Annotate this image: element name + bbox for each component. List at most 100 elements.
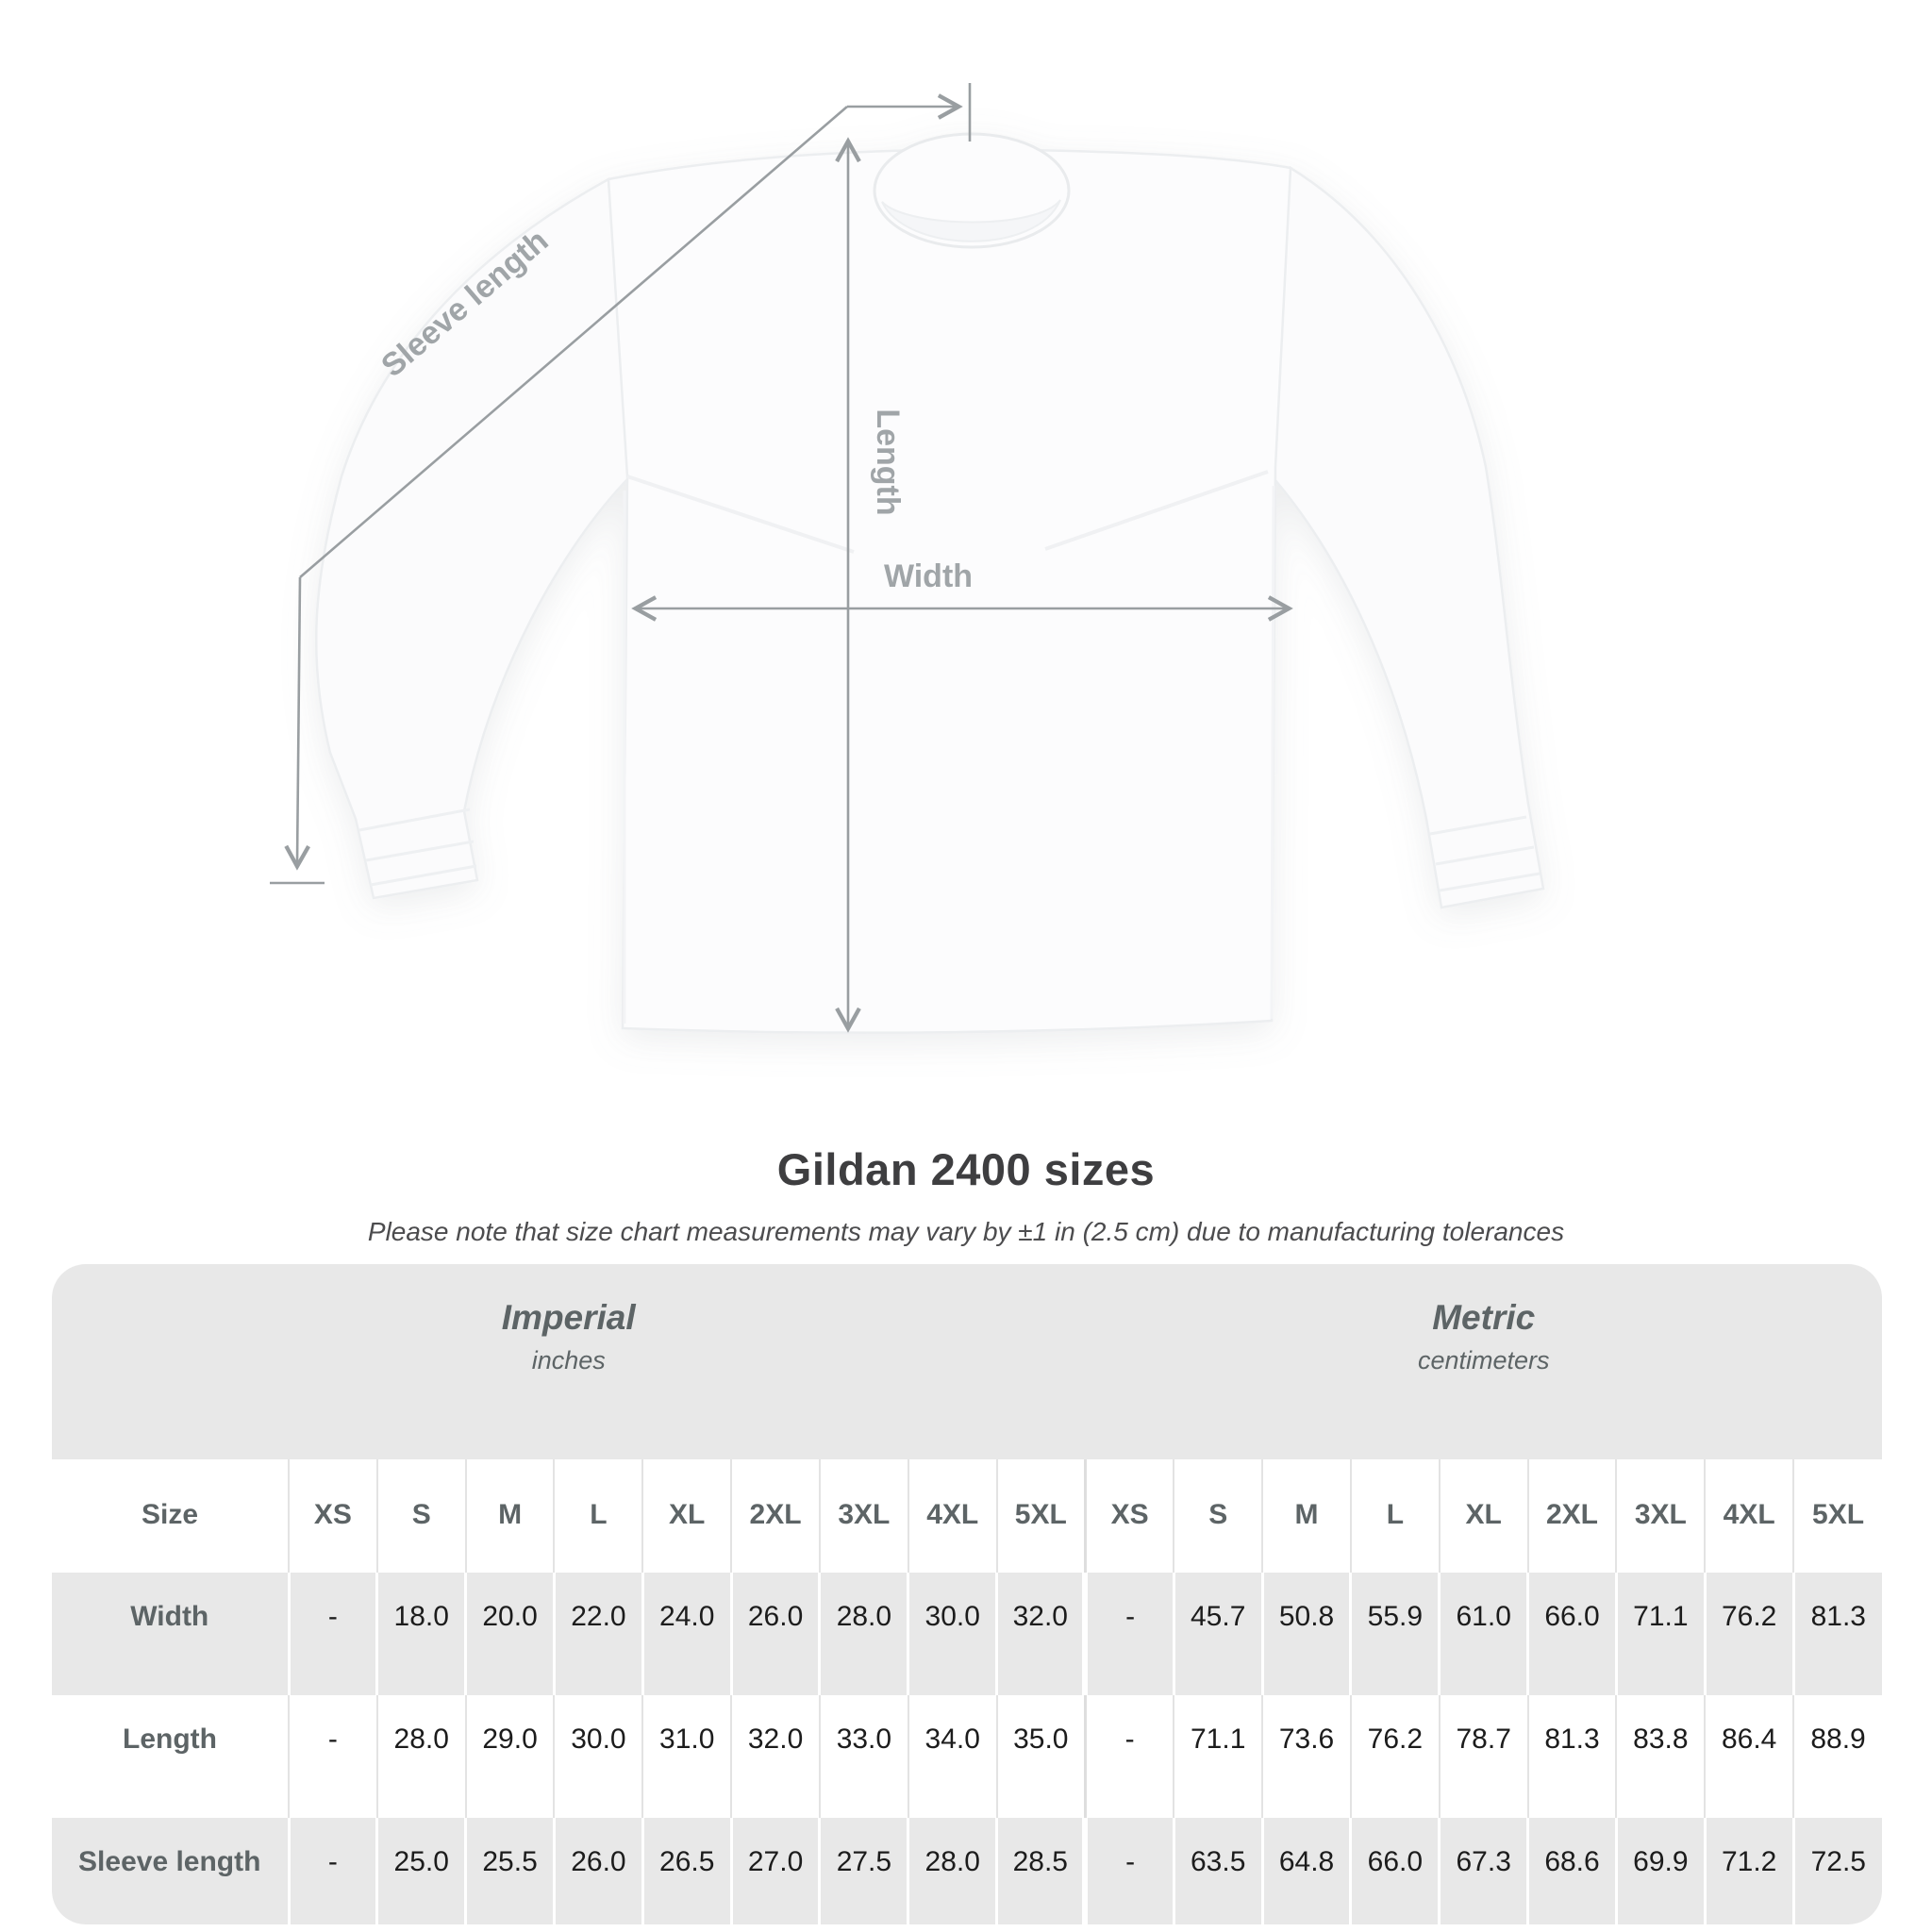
size-col-metric-xl: XL [1438,1459,1528,1573]
size-col-metric-4xl: 4XL [1704,1459,1794,1573]
cell-metric-s: 63.5 [1172,1818,1263,1924]
cell-metric-l: 76.2 [1349,1695,1440,1818]
size-col-metric-s: S [1173,1459,1263,1573]
cell-imperial-3xl: 27.5 [818,1818,908,1924]
cell-imperial-l: 30.0 [553,1695,643,1818]
shirt-collar-inner [881,199,1061,242]
length-label: Length [870,408,906,515]
cell-imperial-xl: 26.5 [641,1818,732,1924]
size-col-metric-m: M [1261,1459,1351,1573]
measurement-arrows [270,83,1293,1033]
cell-imperial-2xl: 26.0 [729,1573,820,1695]
cell-metric-xs: - [1083,1695,1174,1818]
cell-metric-l: 55.9 [1349,1573,1440,1695]
cell-imperial-xl: 24.0 [641,1573,732,1695]
cell-metric-s: 71.1 [1173,1695,1263,1818]
cell-metric-3xl: 83.8 [1615,1695,1706,1818]
imperial-unit-header: Imperial inches [52,1264,1086,1459]
size-col-metric-2xl: 2XL [1526,1459,1617,1573]
cell-imperial-s: 25.0 [375,1818,466,1924]
cell-imperial-4xl: 34.0 [907,1695,997,1818]
width-label: Width [884,558,973,594]
size-col-metric-l: L [1349,1459,1440,1573]
cell-metric-2xl: 66.0 [1526,1573,1617,1695]
cell-imperial-5xl: 35.0 [995,1695,1086,1818]
cell-imperial-3xl: 28.0 [818,1573,908,1695]
page-title: Gildan 2400 sizes [776,1144,1156,1194]
cell-metric-5xl: 81.3 [1791,1573,1882,1695]
cell-metric-xs: - [1082,1573,1174,1695]
cell-imperial-m: 29.0 [464,1695,555,1818]
cell-metric-l: 66.0 [1349,1818,1440,1924]
size-header-row: Size XS S M L XL 2XL 3XL 4XL 5XL XS S M L XL 2XL 3XL 4XL… [52,1459,1882,1573]
size-col-imperial-xl: XL [641,1459,732,1573]
cell-metric-4xl: 71.2 [1703,1818,1794,1924]
cell-metric-5xl: 72.5 [1791,1818,1882,1924]
cell-imperial-4xl: 28.0 [907,1818,997,1924]
cell-imperial-5xl: 32.0 [995,1573,1086,1695]
sleeve-length-diagonal [299,106,848,578]
imperial-label: Imperial [501,1298,636,1337]
imperial-unit: inches [531,1346,606,1374]
cell-metric-3xl: 69.9 [1614,1818,1706,1924]
row-label: Length [123,1724,217,1755]
size-col-imperial-4xl: 4XL [907,1459,997,1573]
shirt-measurement-diagram: Sleeve length Length Width [270,83,1545,1034]
cell-imperial-s: 18.0 [375,1573,466,1695]
table-row-length: Length -28.0 29.0 30.0 31.0 32.0 33.0 34.0 35.0-… [52,1695,1882,1818]
cell-metric-2xl: 81.3 [1526,1695,1617,1818]
cell-imperial-s: 28.0 [375,1695,466,1818]
cell-imperial-xs: - [287,1818,377,1924]
size-table-card: Imperial inches Metric centimeters Size … [52,1264,1882,1924]
row-label: Sleeve length [78,1846,261,1877]
cell-metric-2xl: 68.6 [1526,1818,1617,1924]
cell-metric-xl: 78.7 [1438,1695,1528,1818]
cell-imperial-m: 25.5 [464,1818,555,1924]
size-col-metric-3xl: 3XL [1615,1459,1706,1573]
cell-imperial-xs: - [287,1573,377,1695]
size-col-imperial-2xl: 2XL [730,1459,820,1573]
cell-metric-m: 50.8 [1260,1573,1351,1695]
cell-metric-xl: 61.0 [1438,1573,1528,1695]
size-col-imperial-xs: XS [288,1459,377,1573]
cell-imperial-l: 26.0 [552,1818,643,1924]
size-table: Imperial inches Metric centimeters Size … [52,1264,1882,1924]
size-col-imperial-5xl: 5XL [995,1459,1086,1573]
cell-imperial-xs: - [288,1695,377,1818]
cell-metric-4xl: 86.4 [1704,1695,1794,1818]
cell-imperial-5xl: 28.5 [995,1818,1086,1924]
size-col-imperial-l: L [553,1459,643,1573]
cell-imperial-xl: 31.0 [641,1695,732,1818]
size-col-imperial-3xl: 3XL [818,1459,908,1573]
size-col-metric-xs: XS [1083,1459,1174,1573]
shirt-left-sleeve [315,176,632,900]
cell-imperial-4xl: 30.0 [907,1573,997,1695]
cell-metric-3xl: 71.1 [1614,1573,1706,1695]
cell-imperial-2xl: 27.0 [729,1818,820,1924]
sleeve-length-drop [284,576,310,871]
cell-metric-s: 45.7 [1172,1573,1263,1695]
tolerance-note: Please note that size chart measurements… [367,1217,1565,1246]
shirt-illustration [315,132,1545,1034]
cell-metric-m: 73.6 [1261,1695,1351,1818]
row-label: Width [130,1601,209,1632]
unit-header-row: Imperial inches Metric centimeters [52,1264,1882,1459]
metric-unit: centimeters [1417,1346,1550,1374]
table-row-width: Width -18.0 20.0 22.0 24.0 26.0 28.0 30.0 32.0-4… [52,1573,1882,1695]
cell-metric-xl: 67.3 [1438,1818,1528,1924]
cell-imperial-m: 20.0 [464,1573,555,1695]
cell-metric-4xl: 76.2 [1703,1573,1794,1695]
cell-metric-5xl: 88.9 [1792,1695,1882,1818]
cell-imperial-2xl: 32.0 [730,1695,820,1818]
metric-label: Metric [1432,1298,1536,1337]
cell-imperial-3xl: 33.0 [818,1695,908,1818]
cell-imperial-l: 22.0 [552,1573,643,1695]
size-col-imperial-s: S [375,1459,466,1573]
metric-unit-header: Metric centimeters [1085,1264,1882,1459]
cell-metric-xs: - [1082,1818,1174,1924]
size-col-imperial-m: M [464,1459,555,1573]
cell-metric-m: 64.8 [1260,1818,1351,1924]
table-row-sleeve-length: Sleeve length -25.0 25.5 26.0 26.5 27.0 27.5 28… [52,1818,1882,1924]
size-column-header: Size [52,1459,289,1573]
